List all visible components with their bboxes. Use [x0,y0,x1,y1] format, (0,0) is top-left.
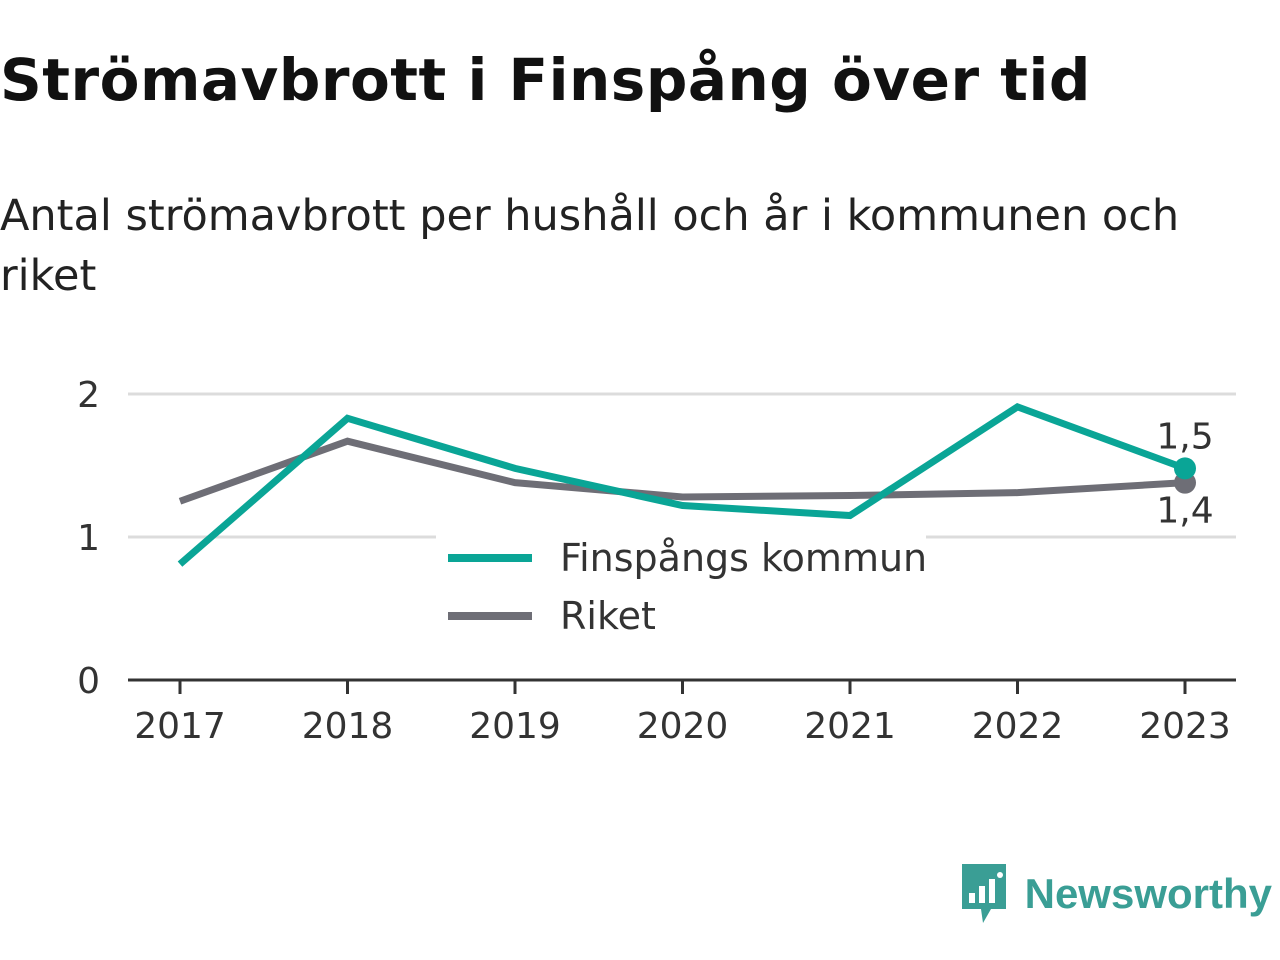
legend: Finspångs kommun Riket [436,528,927,648]
chart-subtitle: Antal strömavbrott per hushåll och år i … [0,191,1180,301]
legend-label: Finspångs kommun [560,536,927,580]
x-tick-label: 2022 [972,706,1064,747]
chart-title: Strömavbrott i Finspång över tid [0,46,1091,114]
brand-name: Newsworthy [1024,870,1272,917]
series-end-marker [1174,457,1196,480]
bar-chart-speech-bubble-icon [961,864,1006,923]
series-line [177,402,1187,567]
x-tick-label: 2019 [469,706,561,747]
x-tick-label: 2021 [804,706,896,747]
x-axis [128,678,1236,694]
x-tick-label: 2023 [1139,706,1231,747]
series-end-label: 1,4 [1156,491,1213,532]
end-labels: 1,5 1,4 [1156,416,1213,531]
y-axis-ticks: 0 1 2 [77,375,100,702]
legend-background [436,528,926,648]
series-end-label: 1,5 [1156,416,1213,457]
x-tick-label: 2020 [637,706,729,747]
y-tick-label: 1 [77,518,100,559]
newsworthy-logo: Newsworthy [959,862,1272,926]
y-tick-label: 0 [77,661,100,702]
x-tick-label: 2018 [302,706,394,747]
legend-label: Riket [560,594,656,638]
y-tick-label: 2 [77,375,100,416]
x-axis-labels: 2017 2018 2019 2020 2021 2022 2023 [134,706,1231,747]
series-lines [177,402,1196,567]
x-tick-label: 2017 [134,706,226,747]
series-line [178,437,1186,505]
